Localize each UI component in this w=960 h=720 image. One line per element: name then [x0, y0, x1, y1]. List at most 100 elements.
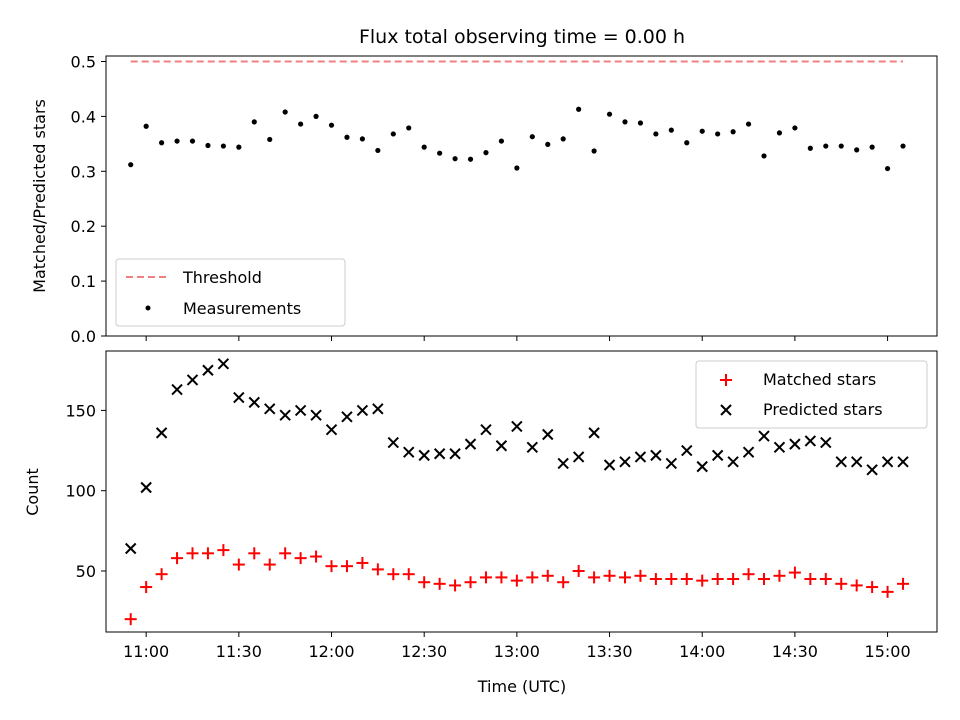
ratio-y-tick-label: 0.1 [71, 272, 96, 291]
matched-point [263, 558, 276, 571]
predicted-point [264, 403, 276, 415]
x-tick-label: 15:00 [865, 642, 911, 661]
predicted-point [202, 364, 214, 376]
measurement-point [128, 162, 134, 168]
matched-point [665, 573, 678, 586]
x-tick-label: 11:30 [216, 642, 262, 661]
measurement-point [359, 136, 366, 142]
matched-point [541, 569, 554, 582]
matched-point [819, 573, 832, 586]
ratio-plot-area [105, 55, 938, 337]
matched-point [588, 571, 601, 584]
matched-point [418, 576, 431, 589]
predicted-point [773, 441, 786, 454]
predicted-point [325, 423, 338, 436]
measurement-point [745, 121, 752, 127]
legend-matched-label: Matched stars [763, 370, 876, 389]
measurement-point [761, 153, 767, 159]
measurement-point [560, 136, 566, 142]
predicted-point [897, 456, 909, 468]
predicted-point [511, 420, 523, 433]
count-plot-area [105, 350, 938, 633]
measurement-point [344, 134, 350, 140]
matched-point [232, 558, 245, 571]
count-y-axis: 50 100 150 [65, 401, 106, 581]
measurement-point [684, 140, 690, 146]
predicted-point [495, 440, 508, 452]
predicted-point [866, 464, 878, 476]
legend-predicted-swatch [720, 404, 732, 416]
measurement-point [282, 109, 288, 115]
measurement-point [251, 119, 257, 125]
measurement-point [668, 127, 674, 133]
predicted-point [820, 436, 832, 449]
x-tick-label: 12:00 [308, 642, 354, 661]
ratio-y-tick-label: 0.4 [71, 107, 96, 126]
ratio-y-axis: 0.0 0.1 0.2 0.3 0.4 0.5 [71, 52, 106, 346]
measurement-point [328, 122, 335, 128]
matched-point [495, 571, 508, 584]
measurement-point [792, 125, 798, 131]
matched-point [835, 577, 848, 590]
predicted-point [449, 448, 461, 460]
predicted-point [588, 427, 600, 439]
x-tick-label: 13:00 [494, 642, 540, 661]
matched-point [680, 573, 693, 586]
predicted-point [850, 456, 863, 468]
predicted-point [356, 404, 369, 417]
predicted-point [279, 409, 291, 421]
ratio-panel: Flux total observing time = 0.00 h 0.0 0.… [30, 26, 938, 346]
measurement-point [730, 129, 736, 135]
predicted-point [681, 444, 693, 457]
matched-point [217, 544, 230, 557]
measurement-point [637, 120, 644, 126]
predicted-point [310, 409, 322, 421]
predicted-point [418, 449, 430, 462]
predicted-point [294, 404, 307, 417]
predicted-point [140, 481, 152, 494]
ratio-legend: Threshold Measurements [115, 258, 346, 327]
matched-point [294, 552, 307, 565]
legend-predicted-label: Predicted stars [763, 400, 883, 419]
matched-point [773, 569, 786, 582]
matched-point [325, 560, 338, 573]
measurement-point [807, 145, 813, 151]
matched-point [371, 563, 384, 576]
measurement-point [189, 138, 196, 144]
predicted-point [433, 448, 446, 460]
matched-point [526, 571, 539, 584]
count-y-tick-label: 150 [65, 401, 96, 420]
matched-point [618, 571, 631, 584]
ratio-marks [128, 60, 906, 172]
measurement-point [884, 165, 891, 172]
measurement-point [406, 125, 412, 131]
x-tick-label: 11:00 [123, 642, 169, 661]
measurement-point [699, 128, 705, 134]
measurement-point [267, 136, 273, 143]
measurement-point [159, 140, 165, 146]
measurement-point [421, 144, 427, 150]
matched-point [387, 568, 400, 581]
predicted-point [696, 460, 708, 473]
matched-point [402, 568, 415, 581]
predicted-point [742, 446, 755, 458]
predicted-point [542, 428, 554, 441]
predicted-point [464, 438, 477, 450]
matched-point [572, 564, 585, 577]
matched-point [356, 556, 369, 569]
measurement-point [838, 143, 844, 149]
matched-point [788, 566, 801, 579]
ratio-y-tick-label: 0.0 [71, 327, 96, 346]
count-legend-frame [695, 360, 928, 429]
predicted-point [634, 451, 647, 463]
matched-point [758, 573, 771, 586]
matched-point [634, 569, 647, 582]
count-legend: Matched stars Predicted stars [695, 360, 928, 429]
measurement-point [452, 156, 458, 162]
measurement-point [545, 141, 551, 147]
chart-title: Flux total observing time = 0.00 h [359, 26, 685, 48]
measurement-point [498, 138, 505, 144]
matched-point [124, 613, 137, 626]
matched-point [742, 568, 755, 581]
